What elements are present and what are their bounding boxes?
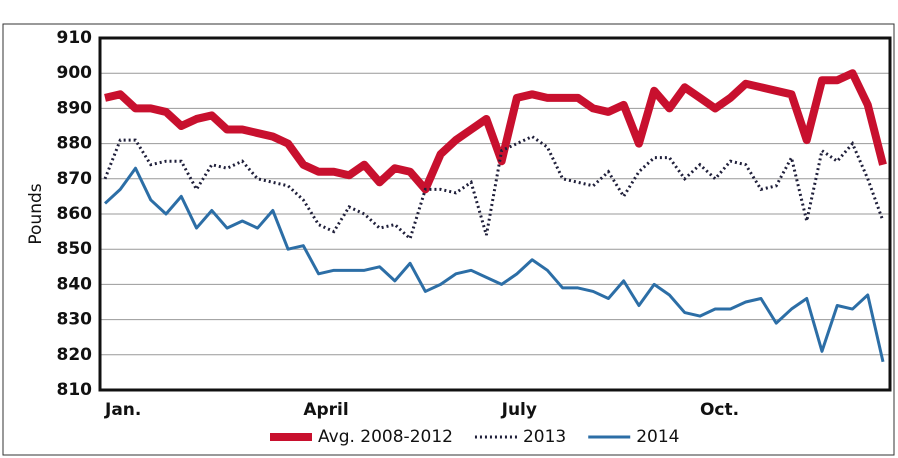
y-tick-label: 900 [57, 63, 93, 83]
legend-label: Avg. 2008-2012 [318, 427, 453, 447]
y-tick-label: 890 [57, 98, 93, 118]
y-tick-label: 820 [57, 345, 93, 365]
y-tick-label: 830 [57, 310, 93, 330]
x-tick-label: Oct. [700, 400, 739, 420]
y-tick-label: 850 [57, 239, 93, 259]
y-tick-label: 910 [57, 28, 93, 48]
x-tick-label: July [501, 400, 537, 420]
series-line [103, 134, 885, 242]
y-tick-label: 880 [57, 134, 93, 154]
x-tick-label: April [303, 400, 348, 420]
plot-frame [98, 36, 892, 392]
y-tick-label: 860 [57, 204, 93, 224]
y-axis-label: Pounds [26, 183, 46, 244]
chart-frame [2, 23, 895, 456]
legend-label: 2014 [636, 427, 679, 447]
series-line [104, 69, 887, 194]
y-tick-label: 810 [57, 380, 93, 400]
series-line [103, 166, 885, 363]
y-tick-label: 840 [57, 274, 93, 294]
x-tick-label: Jan. [104, 400, 141, 420]
legend-label: 2013 [523, 427, 566, 447]
y-tick-label: 870 [57, 169, 93, 189]
